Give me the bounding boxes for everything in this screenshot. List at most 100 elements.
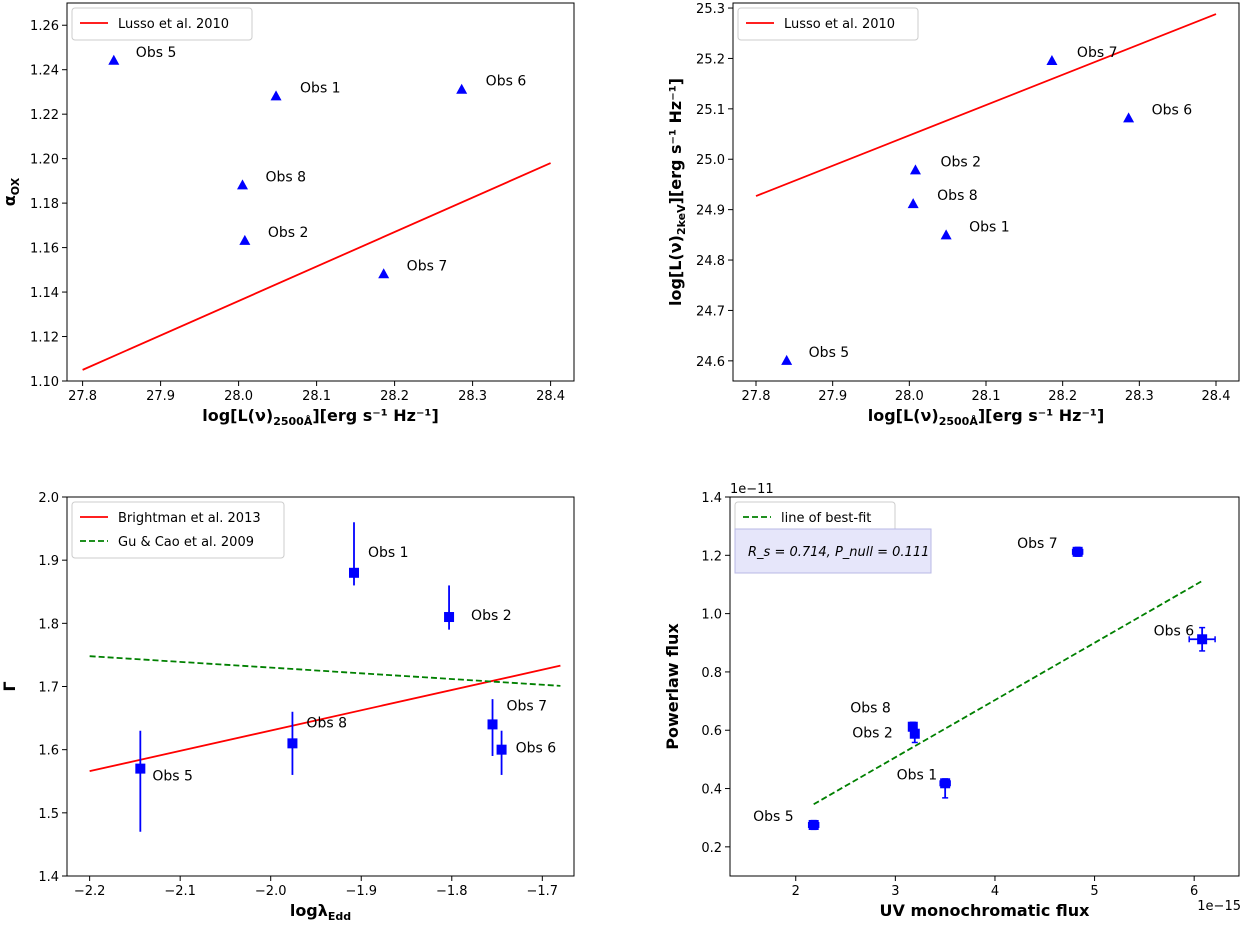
y-tick-label: 24.8 [696, 254, 725, 269]
x-axis-label-main: log[L(ν) [868, 406, 939, 425]
y-tick-label: 1.22 [30, 108, 59, 123]
y-tick-label: 1.20 [30, 153, 59, 168]
y-tick-label: 0.4 [701, 783, 722, 798]
data-point: Obs 5 [108, 45, 176, 65]
y-tick-label: 1.2 [701, 549, 722, 564]
point-label: Obs 2 [268, 225, 309, 241]
point-label: Obs 5 [753, 809, 794, 825]
axes-frame [732, 2, 1240, 382]
point-label: Obs 2 [940, 154, 981, 170]
x-axis-label-main: UV monochromatic flux [880, 901, 1091, 920]
point-label: Obs 8 [266, 169, 307, 185]
x-tick-label: 27.9 [146, 389, 175, 404]
point-label: Obs 1 [300, 80, 341, 96]
legend-entry: Gu & Cao et al. 2009 [118, 535, 254, 550]
data-point: Obs 2 [239, 225, 308, 245]
data-point: Obs 7 [1017, 536, 1084, 557]
y-axis-label-main: α [0, 195, 19, 206]
x-tick-label: 27.8 [68, 389, 97, 404]
y-tick-label: 0.8 [701, 666, 722, 681]
x-axis-label-tail: ][erg s⁻¹ Hz⁻¹] [978, 406, 1104, 425]
point-label: Obs 8 [937, 188, 978, 204]
fit-line-1 [89, 664, 561, 773]
square-marker [907, 721, 918, 732]
y-axis-label-sub: 2keV [675, 204, 688, 235]
triangle-marker [108, 54, 120, 65]
chart-panel-3: −2.2 −2.1 −2.0 −1.9 −1.8 −1.7 1.4 1.5 1.6 1.7 1.8 1… [0, 491, 575, 923]
square-marker [487, 719, 498, 730]
data-point: Obs 8 [907, 188, 978, 209]
y-tick-label: 1.9 [38, 554, 59, 569]
data-point: Obs 7 [378, 258, 447, 279]
y-tick-label: 1.8 [38, 617, 59, 632]
square-marker [287, 738, 298, 749]
y-tick-label: 1.24 [30, 64, 59, 79]
triangle-marker [781, 354, 793, 365]
y-axis-label-main: log[L(ν) [666, 235, 685, 306]
y-tick-label: 24.7 [696, 304, 725, 319]
data-point: Obs 6 [456, 74, 526, 94]
x-tick-label: 3 [891, 884, 899, 899]
fit-line-2 [89, 655, 561, 687]
data-point: Obs 6 [1154, 623, 1216, 652]
x-tick-label: 27.8 [742, 389, 771, 404]
point-label: Obs 6 [1152, 102, 1193, 118]
square-marker [909, 728, 920, 739]
triangle-marker [456, 83, 468, 94]
y-offset-label: 1e−11 [730, 482, 774, 497]
chart-panel-4: 2 3 4 5 6 0.2 0.4 0.6 0.8 1.0 1.2 1.4 1e−11 1e−15 UV m… [663, 482, 1241, 920]
y-tick-label: 1.4 [38, 870, 59, 885]
x-axis-label-sub: Edd [328, 910, 351, 923]
data-point: Obs 2 [852, 726, 920, 744]
y-tick-label: 2.0 [38, 491, 59, 506]
y-tick-label: 1.10 [30, 375, 59, 390]
data-point: Obs 5 [135, 730, 193, 832]
legend: Lusso et al. 2010 [737, 7, 919, 41]
y-tick-label: 1.4 [701, 491, 722, 506]
y-axis-label: Powerlaw flux [663, 623, 682, 750]
square-marker [496, 744, 507, 755]
x-tick-label: 28.4 [1202, 389, 1231, 404]
data-point: Obs 1 [897, 767, 951, 799]
data-point: Obs 7 [487, 698, 547, 756]
fit-line-1 [813, 580, 1203, 806]
legend-entry: Brightman et al. 2013 [118, 511, 261, 526]
x-axis-label: UV monochromatic flux [880, 901, 1091, 920]
square-marker [135, 763, 146, 774]
x-tick-label: −2.1 [164, 884, 196, 899]
data-point: Obs 8 [850, 701, 918, 732]
data-point: Obs 1 [348, 522, 409, 586]
x-tick-label: 28.1 [972, 389, 1001, 404]
x-tick-label: −1.9 [345, 884, 377, 899]
stats-box: R_s = 0.714, P_null = 0.111 [734, 528, 932, 574]
triangle-marker [909, 164, 921, 175]
data-point: Obs 1 [270, 80, 341, 101]
legend-box [71, 501, 285, 559]
legend-entry: Lusso et al. 2010 [784, 17, 895, 32]
x-tick-label: 4 [991, 884, 999, 899]
point-label: Obs 2 [852, 726, 893, 742]
legend-entry: Lusso et al. 2010 [118, 17, 229, 32]
point-label: Obs 5 [136, 45, 177, 61]
x-axis-label-sub: 2500Å [939, 415, 979, 428]
y-tick-label: 25.3 [696, 2, 725, 17]
point-label: Obs 6 [516, 741, 557, 757]
x-tick-label: 2 [792, 884, 800, 899]
point-label: Obs 5 [809, 345, 850, 361]
y-tick-label: 1.14 [30, 286, 59, 301]
point-label: Obs 8 [306, 715, 347, 731]
y-tick-label: 25.0 [696, 153, 725, 168]
x-tick-label: 28.0 [224, 389, 253, 404]
x-tick-label: 28.4 [536, 389, 565, 404]
point-label: Obs 1 [969, 219, 1010, 235]
legend: Lusso et al. 2010 [71, 7, 253, 41]
fit-line-1 [755, 13, 1217, 197]
x-tick-label: −1.8 [436, 884, 468, 899]
point-label: Obs 5 [152, 769, 193, 785]
y-tick-label: 25.2 [696, 52, 725, 67]
point-label: Obs 7 [1077, 45, 1118, 61]
y-tick-label: 0.6 [701, 724, 722, 739]
y-tick-label: 24.9 [696, 204, 725, 219]
x-tick-label: 28.1 [302, 389, 331, 404]
x-tick-label: −2.0 [255, 884, 287, 899]
